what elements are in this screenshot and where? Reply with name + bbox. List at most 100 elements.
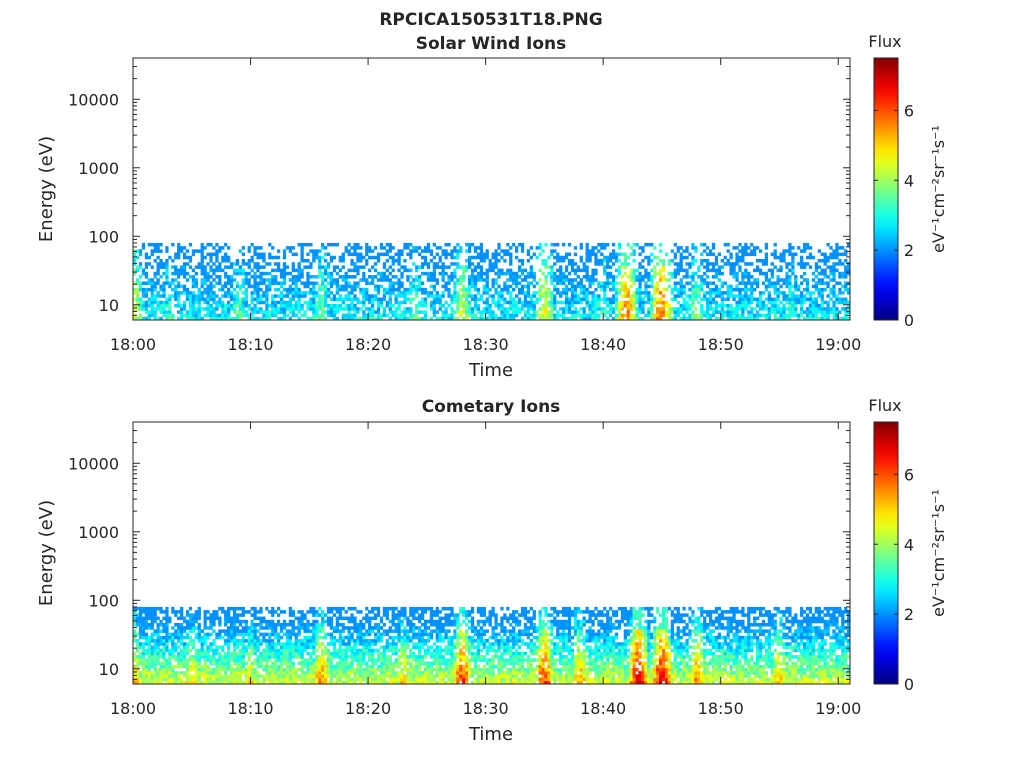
spectrogram-cell [653,271,657,276]
spectrogram-cell [182,303,187,308]
spectrogram-cell [133,307,137,311]
spectrogram-cell [741,307,745,311]
spectrogram-cell [679,281,683,285]
spectrogram-cell [359,278,363,282]
spectrogram-cell [185,667,190,672]
spectrogram-cell [135,661,140,666]
spectrogram-cell [324,680,328,685]
spectrogram-cell [326,619,331,624]
spectrogram-cell [171,655,175,659]
spectrogram-cell [620,303,625,308]
spectrogram-cell [247,626,251,630]
spectrogram-cell [312,606,316,611]
spectrogram-cell [423,255,428,260]
spectrogram-cell [691,310,695,314]
spectrogram-cell [811,297,816,302]
spectrogram-cell [268,610,272,614]
spectrogram-cell [485,284,489,289]
spectrogram-cell [644,281,648,285]
spectrogram-cell [656,307,660,311]
spectrogram-cell [135,674,140,678]
spectrogram-cell [755,278,760,282]
spectrogram-cell [432,262,436,266]
spectrogram-cell [238,265,243,269]
spectrogram-cell [447,252,451,257]
spectrogram-cell [326,281,331,285]
spectrogram-cell [591,278,595,282]
spectrogram-cell [138,300,143,305]
spectrogram-cell [253,658,257,662]
spectrogram-cell [306,626,310,630]
spectrogram-cell [588,275,592,279]
spectrogram-cell [185,648,190,653]
spectrogram-cell [177,645,181,649]
spectrogram-cell [420,255,425,260]
spectrogram-cell [344,294,348,298]
spectrogram-cell [788,313,792,318]
spectrogram-cell [388,297,392,302]
spectrogram-cell [388,249,392,253]
spectrogram-cell [359,648,363,653]
spectrogram-cell [153,674,157,678]
spectrogram-cell [212,671,216,675]
spectrogram-cell [338,629,342,633]
spectrogram-cell [247,674,251,678]
spectrogram-cell [706,246,710,250]
spectrogram-cell [235,619,240,624]
spectrogram-cell [227,310,231,314]
spectrogram-cell [682,307,686,311]
spectrogram-cell [632,303,636,308]
spectrogram-cell [750,307,754,311]
spectrogram-cell [215,303,219,308]
spectrogram-cell [609,252,613,257]
spectrogram-cell [415,265,419,269]
spectrogram-cell [215,242,219,247]
spectrogram-cell [185,626,190,630]
spectrogram-cell [782,281,786,285]
spectrogram-cell [256,291,260,295]
spectrogram-cell [238,613,243,617]
spectrogram-cell [177,271,181,276]
spectrogram-cell [165,303,169,308]
spectrogram-cell [312,677,316,682]
spectrogram-cell [376,278,381,282]
spectrogram-cell [823,255,827,260]
spectrogram-cell [256,294,260,298]
spectrogram-cell [485,310,489,314]
spectrogram-cell [203,613,207,617]
spectrogram-cell [479,252,483,257]
spectrogram-cell [241,291,245,295]
spectrogram-cell [791,303,795,308]
spectrogram-cell [764,303,769,308]
spectrogram-cell [494,255,498,260]
spectrogram-cell [603,297,607,302]
spectrogram-cell [224,632,228,637]
spectrogram-cell [814,268,818,273]
spectrogram-cell [256,275,260,279]
spectrogram-cell [614,275,619,279]
spectrogram-cell [758,258,763,263]
spectrogram-cell [567,242,572,247]
spectrogram-cell [388,307,392,311]
spectrogram-cell [579,246,583,250]
spectrogram-cell [576,268,580,273]
spectrogram-cell [429,258,434,263]
spectrogram-cell [262,265,266,269]
spectrogram-cell [253,677,257,682]
spectrogram-cell [706,268,710,273]
spectrogram-cell [650,242,654,247]
spectrogram-cell [706,262,710,266]
spectrogram-cell [347,648,351,653]
spectrogram-cell [303,648,307,653]
spectrogram-cell [321,616,325,621]
spectrogram-cell [180,632,184,637]
spectrogram-cell [150,626,154,630]
spectrogram-cell [406,297,410,302]
spectrogram-cell [341,316,345,321]
spectrogram-cell [241,619,245,624]
spectrogram-cell [412,287,416,292]
spectrogram-cell [203,622,207,627]
spectrogram-cell [159,680,163,685]
spectrogram-cell [156,677,160,682]
spectrogram-cell [300,246,304,250]
